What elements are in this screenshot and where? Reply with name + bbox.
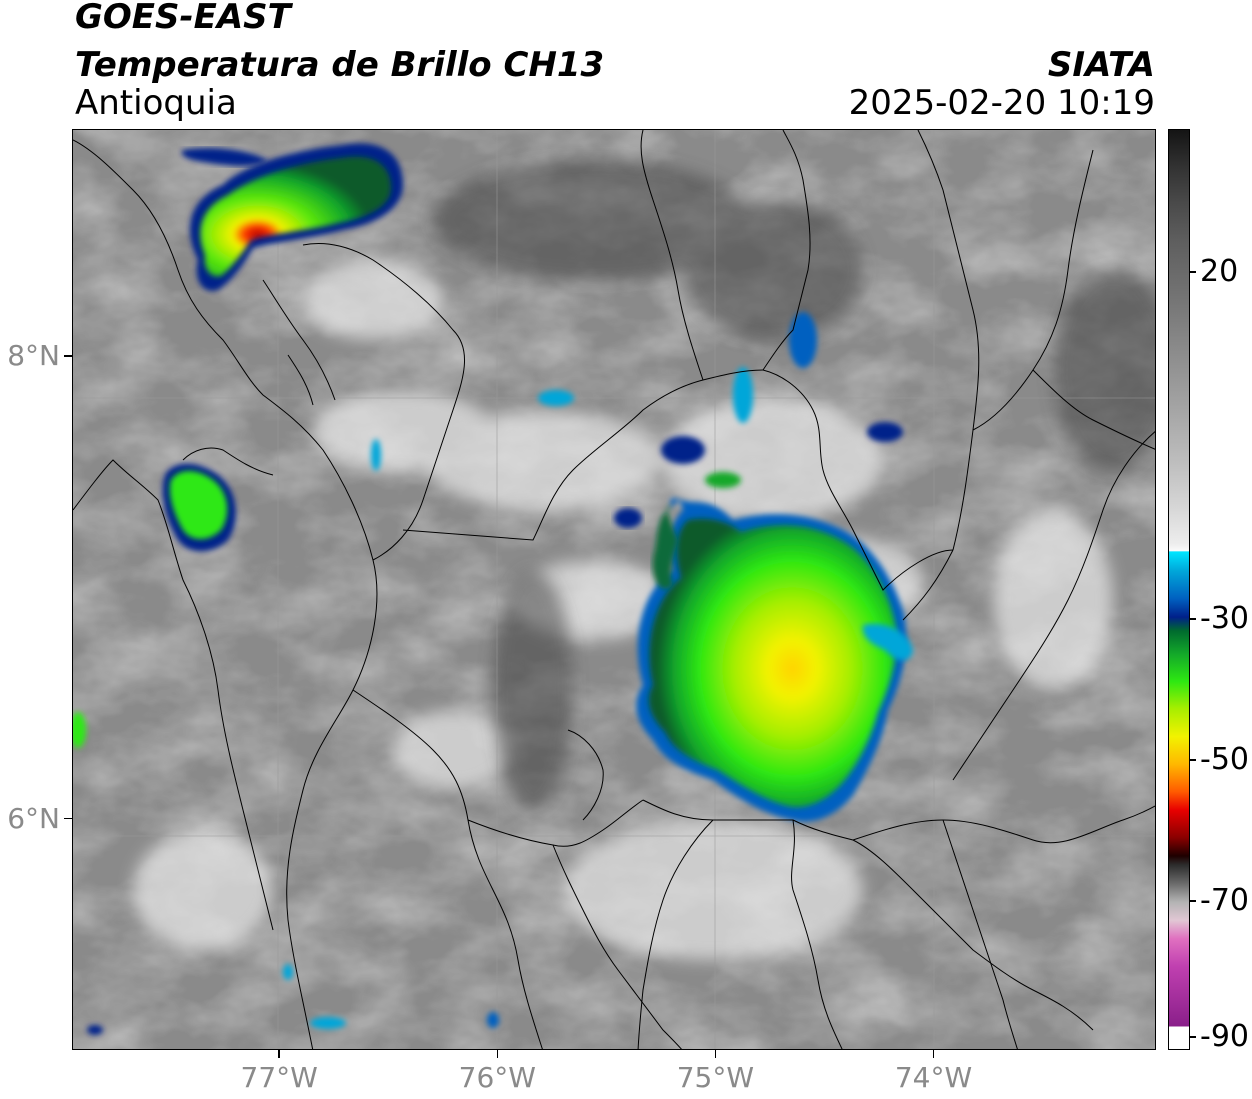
convective-storm-west bbox=[162, 463, 236, 552]
product-title: Temperatura de Brillo CH13 bbox=[75, 45, 605, 85]
satellite-map[interactable] bbox=[72, 129, 1156, 1050]
satellite-title: GOES-EAST bbox=[75, 0, 291, 37]
region-label: Antioquia bbox=[75, 83, 237, 123]
colorbar-tick-label: -50 bbox=[1200, 741, 1249, 777]
lat-tick-label: 8°N bbox=[7, 338, 60, 372]
lat-tick-label: 6°N bbox=[7, 801, 60, 835]
colorbar-tick bbox=[1189, 759, 1196, 761]
colorbar-tick-label: -70 bbox=[1200, 882, 1249, 918]
lon-tick-label: 75°W bbox=[676, 1061, 755, 1094]
convective-storm-north bbox=[181, 143, 403, 291]
convective-storm-antioquia bbox=[614, 498, 913, 822]
lon-tick bbox=[278, 1050, 280, 1058]
small-convective-cells bbox=[73, 312, 903, 1035]
colorbar-tick bbox=[1189, 900, 1196, 902]
political-boundaries bbox=[73, 130, 1155, 1049]
colorbar-tick-label: -90 bbox=[1200, 1019, 1249, 1055]
lon-tick bbox=[496, 1050, 499, 1058]
lat-tick bbox=[64, 355, 72, 357]
organization-label: SIATA bbox=[1047, 45, 1155, 85]
lon-tick bbox=[714, 1050, 717, 1058]
lon-tick-label: 76°W bbox=[458, 1061, 536, 1094]
colorbar-tick bbox=[1189, 618, 1196, 620]
colorbar-tick bbox=[1189, 1036, 1196, 1038]
colorbar-tick bbox=[1189, 271, 1196, 273]
lon-tick bbox=[932, 1050, 935, 1058]
datetime-label: 2025-02-20 10:19 bbox=[848, 83, 1155, 123]
lat-tick bbox=[64, 817, 72, 820]
lon-tick-label: 77°W bbox=[240, 1061, 318, 1094]
lon-tick-label: 74°W bbox=[894, 1061, 973, 1094]
colorbar-tick-label: -30 bbox=[1200, 600, 1249, 636]
colorbar bbox=[1168, 129, 1190, 1050]
colorbar-tick-label: 20 bbox=[1200, 253, 1239, 289]
